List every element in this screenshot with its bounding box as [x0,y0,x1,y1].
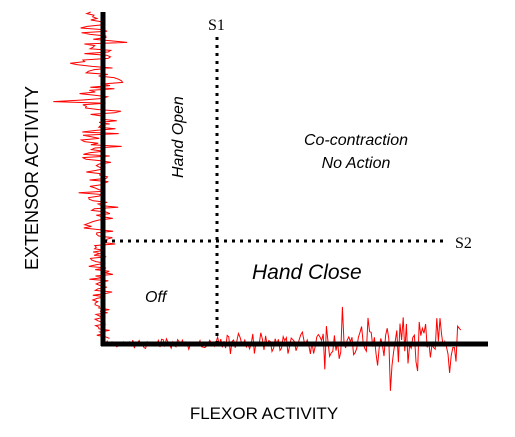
region-off-label: Off [145,289,168,306]
flexor-emg-trace [103,306,462,391]
extensor-emg-trace [53,11,128,339]
region-no-action-label: No Action [322,155,391,172]
region-cocontraction-label: Co-contraction [304,132,408,149]
y-axis-label: EXTENSOR ACTIVITY [22,86,42,270]
threshold-s1-label: S1 [208,17,225,34]
threshold-s2-label: S2 [455,235,472,252]
region-hand-close-label: Hand Close [252,261,362,284]
x-axis-label: FLEXOR ACTIVITY [190,404,338,423]
region-hand-open-label: Hand Open [170,96,187,178]
